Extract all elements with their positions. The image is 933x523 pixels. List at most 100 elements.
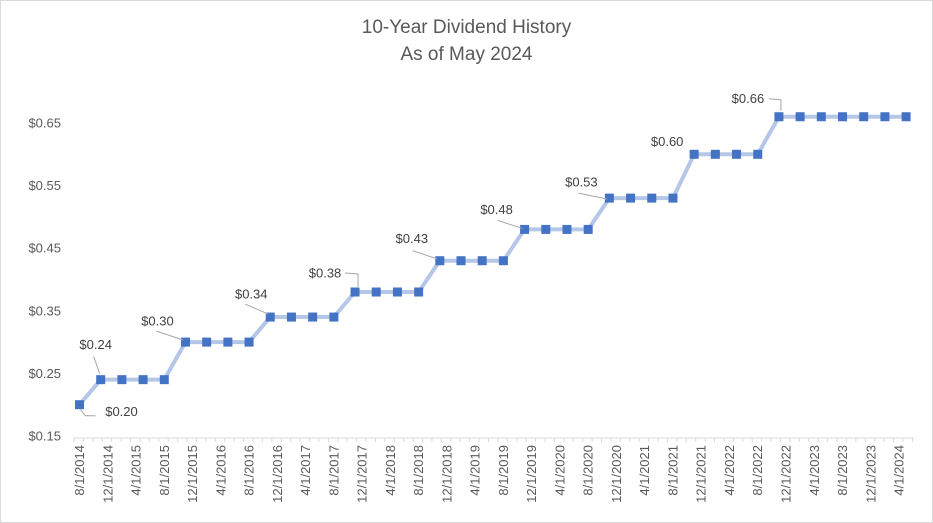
data-point-marker (626, 193, 636, 203)
x-axis-tick-label: 8/1/2015 (157, 445, 172, 496)
data-point-marker (604, 193, 614, 203)
series-markers (75, 112, 911, 410)
data-label-leader-line (497, 219, 523, 229)
x-axis-tick-label: 4/1/2023 (807, 445, 822, 496)
x-axis-tick-label: 4/1/2019 (468, 445, 483, 496)
data-point-marker (795, 112, 805, 122)
data-label: $0.38 (309, 266, 342, 281)
data-point-marker (689, 149, 699, 159)
data-label-leader-line (245, 303, 269, 315)
data-point-marker (838, 112, 848, 122)
data-point-marker (710, 149, 720, 159)
data-point-marker (816, 112, 826, 122)
data-label: $0.66 (732, 91, 765, 106)
data-point-marker (350, 287, 360, 297)
data-point-marker (244, 337, 254, 347)
y-axis-tick-label: $0.35 (28, 303, 61, 318)
data-point-marker (583, 224, 593, 234)
data-point-marker (96, 375, 106, 385)
data-point-marker (456, 256, 466, 266)
data-point-marker (202, 337, 212, 347)
x-axis-tick-label: 12/1/2021 (694, 445, 709, 503)
data-point-marker (668, 193, 678, 203)
data-label-leader-line (412, 250, 437, 260)
data-point-marker (477, 256, 487, 266)
data-point-marker (647, 193, 657, 203)
data-point-marker (329, 312, 339, 322)
data-point-marker (308, 312, 318, 322)
data-point-marker (774, 112, 784, 122)
x-axis-tick-label: 8/1/2017 (326, 445, 341, 496)
data-label: $0.20 (105, 404, 138, 419)
data-label: $0.43 (396, 231, 429, 246)
data-point-marker (180, 337, 190, 347)
data-point-marker (286, 312, 296, 322)
data-label-leader-line (80, 409, 96, 417)
x-axis-tick-label: 12/1/2020 (609, 445, 624, 503)
x-axis-tick-label: 12/1/2023 (863, 445, 878, 503)
y-axis-tick-label: $0.65 (28, 116, 61, 131)
x-axis-tick-label: 4/1/2018 (383, 445, 398, 496)
y-axis-tick-label: $0.45 (28, 241, 61, 256)
x-axis-tick-label: 8/1/2014 (72, 445, 87, 496)
data-point-marker (117, 375, 127, 385)
data-point-marker (138, 375, 148, 385)
x-axis-tick-label: 12/1/2018 (439, 445, 454, 503)
series-line (77, 114, 907, 406)
x-axis-tick-label: 8/1/2022 (750, 445, 765, 496)
x-axis-tick-label: 12/1/2022 (779, 445, 794, 503)
x-axis-tick-label: 4/1/2024 (892, 445, 907, 496)
data-label-leader-line (768, 98, 782, 111)
data-point-marker (901, 112, 911, 122)
data-label: $0.53 (565, 175, 598, 190)
data-label-leader-line (93, 356, 101, 374)
data-point-marker (732, 149, 742, 159)
data-point-marker (498, 256, 508, 266)
data-label: $0.24 (79, 337, 112, 352)
data-point-marker (265, 312, 275, 322)
data-point-marker (562, 224, 572, 234)
y-axis-labels: $0.15 $0.25 $0.35 $0.45 $0.55 $0.65 (28, 116, 61, 444)
data-label: $0.48 (480, 202, 513, 217)
x-axis-tick-label: 12/1/2015 (185, 445, 200, 503)
x-axis-labels: 8/1/2014 12/1/2014 4/1/2015 8/1/2015 12/1/20… (72, 445, 907, 503)
y-axis-tick-label: $0.15 (28, 429, 61, 444)
y-axis-tick-label: $0.55 (28, 178, 61, 193)
x-axis-tick-label: 8/1/2020 (581, 445, 596, 496)
data-point-marker (541, 224, 551, 234)
x-axis-tick-label: 12/1/2019 (524, 445, 539, 503)
x-axis-tick-label: 4/1/2017 (298, 445, 313, 496)
data-point-marker (414, 287, 424, 297)
data-label-leader-line (578, 192, 608, 200)
data-label-leader-line (156, 330, 184, 341)
y-axis-tick-label: $0.25 (28, 366, 61, 381)
data-point-marker (753, 149, 763, 159)
x-axis-tick-label: 4/1/2016 (213, 445, 228, 496)
data-point-marker (75, 400, 84, 410)
data-point-marker (371, 287, 381, 297)
x-axis (73, 437, 914, 442)
x-axis-tick-label: 4/1/2022 (722, 445, 737, 496)
x-axis-tick-label: 8/1/2021 (665, 445, 680, 496)
x-axis-tick-label: 8/1/2019 (496, 445, 511, 496)
data-point-marker (435, 256, 445, 266)
data-labels: $0.20 $0.24 $0.30 $0.34 $0.38 $0.43 $0.48 $0.53… (79, 91, 782, 419)
data-label: $0.60 (651, 134, 684, 149)
x-axis-tick-label: 8/1/2023 (835, 445, 850, 496)
data-point-marker (159, 375, 169, 385)
x-axis-tick-label: 12/1/2017 (355, 445, 370, 503)
x-axis-tick-label: 12/1/2014 (100, 445, 115, 503)
data-point-marker (223, 337, 233, 347)
x-axis-tick-label: 4/1/2020 (552, 445, 567, 496)
data-label: $0.34 (235, 287, 268, 302)
data-point-marker (520, 224, 530, 234)
x-axis-tick-label: 12/1/2016 (270, 445, 285, 503)
data-point-marker (392, 287, 402, 297)
x-axis-tick-label: 4/1/2021 (637, 445, 652, 496)
x-axis-tick-label: 8/1/2016 (242, 445, 257, 496)
data-label: $0.30 (141, 314, 174, 329)
data-point-marker (859, 112, 869, 122)
data-point-marker (880, 112, 890, 122)
